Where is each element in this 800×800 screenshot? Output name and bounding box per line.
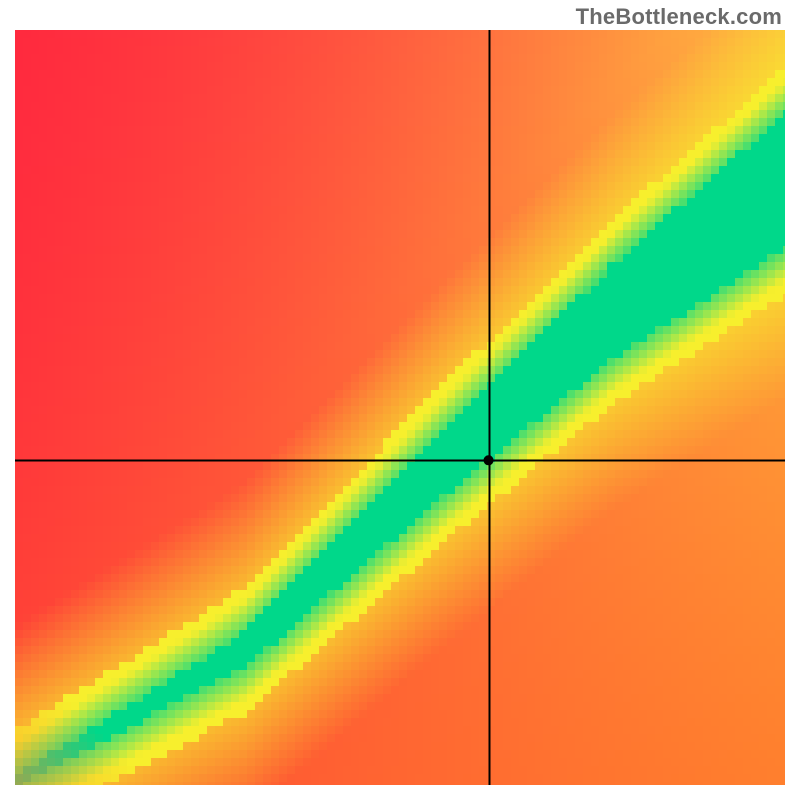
figure-container: { "watermark": { "text": "TheBottleneck.… bbox=[0, 0, 800, 800]
watermark-text: TheBottleneck.com bbox=[576, 4, 782, 30]
bottleneck-heatmap bbox=[0, 0, 800, 800]
